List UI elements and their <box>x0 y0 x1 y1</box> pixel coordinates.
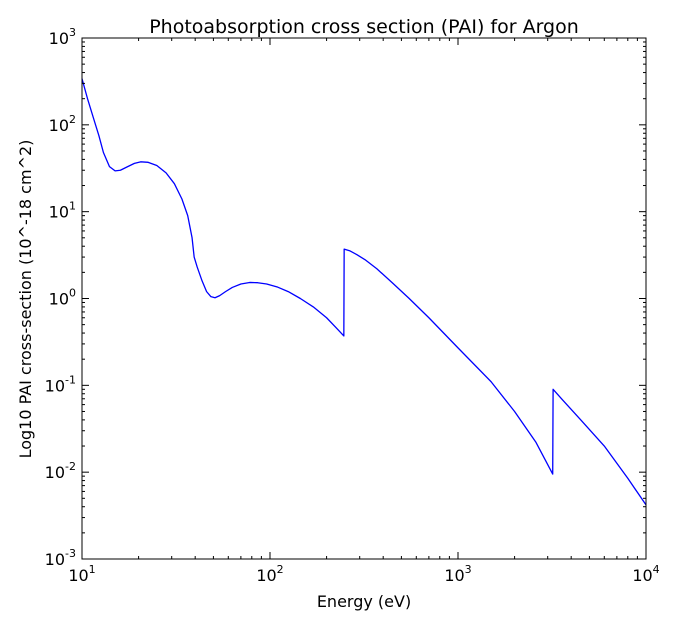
series-line-0 <box>81 78 647 506</box>
x-axis-label: Energy (eV) <box>317 592 411 611</box>
x-tick-label-0: 101 <box>68 563 95 585</box>
chart-title: Photoabsorption cross section (PAI) for … <box>149 16 579 38</box>
plot-frame <box>81 37 647 560</box>
y-axis-label: Log10 PAI cross-section (10^-18 cm^2) <box>16 140 35 459</box>
y-tick-label-0: 10-3 <box>45 547 76 569</box>
y-tick-label-3: 100 <box>49 287 76 309</box>
x-tick-label-3: 104 <box>632 563 659 585</box>
x-tick-label-2: 103 <box>444 563 471 585</box>
y-tick-label-6: 103 <box>49 26 76 48</box>
plot-area: 101 102 103 104 10-3 10-2 10-1 100 101 102 103 <box>45 26 660 585</box>
y-tick-label-4: 101 <box>49 200 76 222</box>
y-tick-label-2: 10-1 <box>45 373 76 395</box>
x-tick-label-1: 102 <box>256 563 283 585</box>
y-tick-label-5: 102 <box>49 113 76 135</box>
y-tick-label-1: 10-2 <box>45 460 76 482</box>
